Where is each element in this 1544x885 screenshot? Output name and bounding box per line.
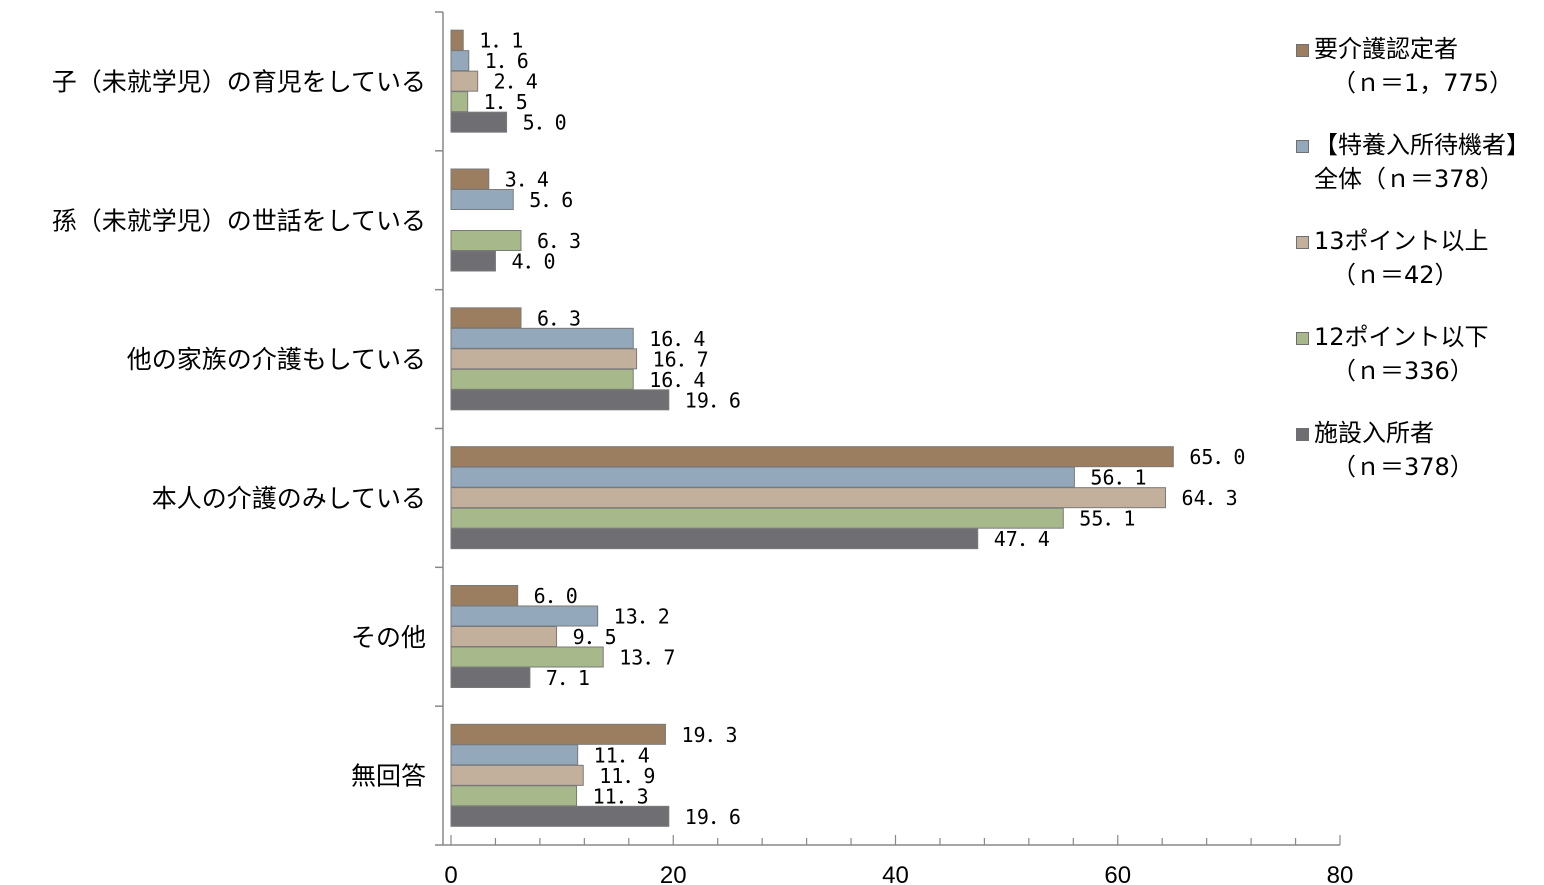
data-label: 5．0 (523, 111, 567, 135)
data-label: 3．4 (505, 168, 549, 192)
data-label: 2．4 (494, 70, 538, 94)
data-label: 7．1 (546, 666, 590, 690)
legend-series-name: 12ポイント以下 (1314, 323, 1489, 351)
data-label: 4．0 (511, 250, 555, 274)
bar (450, 585, 519, 606)
data-label: 56．1 (1090, 466, 1146, 490)
data-label: 5．6 (529, 188, 573, 212)
bar (450, 189, 514, 210)
bar (450, 744, 579, 766)
data-label: 1．1 (479, 29, 523, 53)
data-label: 11．4 (594, 743, 650, 767)
bar (450, 626, 558, 647)
x-tick-label: 20 (660, 862, 687, 885)
bar (450, 368, 634, 390)
bar (450, 723, 666, 745)
bar (450, 91, 469, 113)
legend-series-n: （ｎ＝336） (1332, 357, 1474, 385)
bar (450, 250, 496, 272)
data-label: 6．3 (537, 306, 581, 330)
data-label: 65．0 (1189, 445, 1245, 469)
legend-swatch (1296, 44, 1309, 57)
bar (450, 29, 464, 51)
data-label: 16．4 (649, 327, 705, 351)
category-label: 孫（未就学児）の世話をしている (52, 206, 426, 235)
bar (450, 446, 1174, 468)
legend-swatch (1296, 140, 1309, 153)
bar (450, 507, 1064, 529)
legend-series-n: （ｎ＝42） (1332, 261, 1459, 289)
data-label: 16．7 (653, 347, 709, 371)
bar (450, 230, 522, 251)
bar (450, 805, 670, 827)
legend: 要介護認定者 （ｎ＝1，775） 【特養入所待機者】 全体（ｎ＝378） 13ポ… (1296, 32, 1544, 512)
x-tick-label: 40 (882, 862, 909, 885)
data-label: 9．5 (573, 625, 617, 649)
legend-item: 【特養入所待機者】 全体（ｎ＝378） (1296, 128, 1544, 196)
data-label: 19．6 (685, 805, 741, 829)
data-label: 6．0 (534, 584, 578, 608)
data-label: 19．6 (685, 388, 741, 412)
bar (450, 389, 670, 411)
legend-swatch (1296, 332, 1309, 345)
x-tick-label: 0 (444, 862, 457, 885)
bar (450, 168, 490, 190)
bar (450, 646, 604, 668)
bar (450, 327, 634, 349)
category-label: 子（未就学児）の育児をしている (52, 67, 426, 96)
data-label: 6．3 (537, 229, 581, 253)
legend-series-name: 13ポイント以上 (1314, 227, 1489, 255)
legend-item: 施設入所者 （ｎ＝378） (1296, 416, 1544, 484)
bar (450, 348, 638, 370)
legend-item: 要介護認定者 （ｎ＝1，775） (1296, 32, 1544, 100)
data-label: 19．3 (681, 723, 737, 747)
data-label: 1．6 (485, 49, 529, 73)
x-tick-label: 80 (1327, 862, 1354, 885)
legend-series-name: 【特養入所待機者】 (1314, 131, 1530, 159)
data-label: 13．7 (619, 646, 675, 670)
data-label: 47．4 (994, 527, 1050, 551)
data-label: 11．9 (599, 764, 655, 788)
bar (450, 111, 508, 133)
legend-series-name: 施設入所者 (1314, 419, 1434, 447)
bar (450, 785, 578, 807)
bar (450, 307, 522, 329)
legend-swatch (1296, 428, 1309, 441)
bar (450, 466, 1075, 488)
x-tick-label: 60 (1104, 862, 1131, 885)
legend-series-name: 要介護認定者 (1314, 35, 1458, 63)
legend-item: 13ポイント以上 （ｎ＝42） (1296, 224, 1544, 292)
legend-series-n: 全体（ｎ＝378） (1314, 165, 1504, 193)
category-label: 無回答 (351, 762, 426, 791)
data-label: 13．2 (614, 605, 670, 629)
bar (450, 50, 470, 72)
category-label: 本人の介護のみしている (152, 484, 426, 513)
data-label: 16．4 (649, 368, 705, 392)
category-label: その他 (351, 623, 426, 652)
legend-series-n: （ｎ＝378） (1332, 453, 1474, 481)
data-label: 1．5 (484, 90, 528, 114)
data-label: 11．3 (593, 784, 649, 808)
legend-swatch (1296, 236, 1309, 249)
bar (450, 487, 1167, 509)
data-label: 55．1 (1079, 507, 1135, 531)
bar (450, 528, 979, 550)
legend-item: 12ポイント以下 （ｎ＝336） (1296, 320, 1544, 388)
bar (450, 70, 479, 92)
legend-series-n: （ｎ＝1，775） (1332, 69, 1514, 97)
data-label: 64．3 (1182, 486, 1238, 510)
bar (450, 764, 584, 786)
bar (450, 605, 599, 627)
category-label: 他の家族の介護もしている (127, 345, 426, 374)
bar (450, 667, 531, 688)
